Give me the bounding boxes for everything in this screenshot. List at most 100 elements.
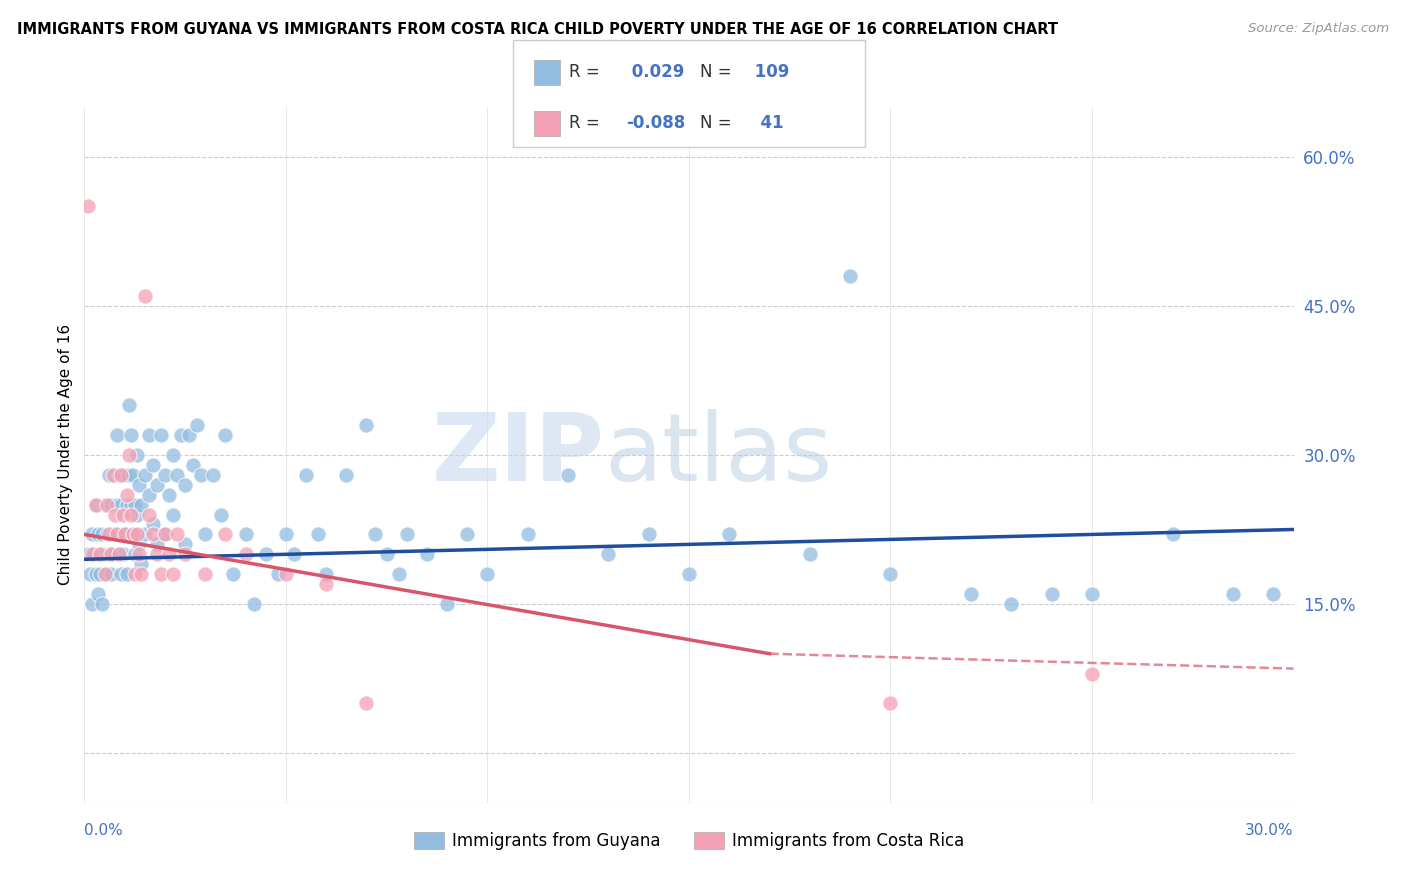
Text: 0.0%: 0.0% xyxy=(84,822,124,838)
Point xyxy=(162,567,184,582)
Point xyxy=(111,508,134,522)
Point xyxy=(194,527,217,541)
Point xyxy=(146,537,169,551)
Point xyxy=(114,527,136,541)
Point xyxy=(107,467,129,482)
Text: IMMIGRANTS FROM GUYANA VS IMMIGRANTS FROM COSTA RICA CHILD POVERTY UNDER THE AGE: IMMIGRANTS FROM GUYANA VS IMMIGRANTS FRO… xyxy=(17,22,1057,37)
Point xyxy=(879,567,901,582)
Point xyxy=(89,567,111,582)
Point xyxy=(125,527,148,541)
Point xyxy=(87,587,110,601)
Point xyxy=(242,597,264,611)
Legend: Immigrants from Guyana, Immigrants from Costa Rica: Immigrants from Guyana, Immigrants from … xyxy=(406,826,972,857)
Point xyxy=(121,527,143,541)
Point xyxy=(96,527,118,541)
Point xyxy=(111,547,134,561)
Point xyxy=(115,488,138,502)
Point xyxy=(142,458,165,472)
Point xyxy=(86,498,108,512)
Point xyxy=(222,567,245,582)
Point xyxy=(356,418,378,433)
Point xyxy=(93,547,115,561)
Point xyxy=(436,597,458,611)
Point xyxy=(718,527,741,541)
Point xyxy=(186,418,208,433)
Text: 0.029: 0.029 xyxy=(626,63,685,81)
Text: ZIP: ZIP xyxy=(432,409,605,501)
Point xyxy=(115,498,138,512)
Point xyxy=(96,567,118,582)
Point xyxy=(129,558,152,572)
Point xyxy=(110,467,132,482)
Point xyxy=(274,527,297,541)
Point xyxy=(77,199,100,213)
Point xyxy=(879,697,901,711)
Point xyxy=(388,567,411,582)
Point xyxy=(118,467,141,482)
Point xyxy=(157,488,180,502)
Point xyxy=(120,498,142,512)
Point xyxy=(82,547,104,561)
Point xyxy=(170,428,193,442)
Text: R =: R = xyxy=(569,114,600,132)
Point xyxy=(134,527,156,541)
Point xyxy=(115,567,138,582)
Point xyxy=(118,398,141,412)
Point xyxy=(138,488,160,502)
Point xyxy=(134,289,156,303)
Point xyxy=(315,577,337,591)
Point xyxy=(104,508,127,522)
Point xyxy=(162,508,184,522)
Point xyxy=(87,527,110,541)
Point xyxy=(375,547,398,561)
Point xyxy=(89,547,111,561)
Point xyxy=(202,467,225,482)
Point xyxy=(1000,597,1022,611)
Point xyxy=(477,567,499,582)
Point xyxy=(174,537,197,551)
Text: N =: N = xyxy=(700,63,731,81)
Point xyxy=(839,268,862,283)
Point xyxy=(121,527,143,541)
Point xyxy=(637,527,659,541)
Point xyxy=(162,448,184,462)
Text: Source: ZipAtlas.com: Source: ZipAtlas.com xyxy=(1249,22,1389,36)
Point xyxy=(146,477,169,491)
Point xyxy=(1161,527,1184,541)
Text: R =: R = xyxy=(569,63,600,81)
Point xyxy=(960,587,983,601)
Point xyxy=(91,597,114,611)
Point xyxy=(254,547,277,561)
Point xyxy=(105,428,128,442)
Point xyxy=(153,467,176,482)
Point xyxy=(107,547,129,561)
Point xyxy=(100,567,122,582)
Text: N =: N = xyxy=(700,114,731,132)
Point xyxy=(104,527,127,541)
Point xyxy=(77,547,100,561)
Point xyxy=(83,547,105,561)
Point xyxy=(82,597,104,611)
Point xyxy=(1081,587,1104,601)
Point xyxy=(96,498,118,512)
Point xyxy=(799,547,821,561)
Point xyxy=(110,567,132,582)
Point xyxy=(395,527,418,541)
Point xyxy=(149,567,172,582)
Point xyxy=(174,477,197,491)
Point xyxy=(101,467,124,482)
Point xyxy=(107,547,129,561)
Point xyxy=(125,448,148,462)
Point xyxy=(118,448,141,462)
Point xyxy=(416,547,439,561)
Point xyxy=(89,547,111,561)
Point xyxy=(516,527,538,541)
Text: atlas: atlas xyxy=(605,409,832,501)
Point xyxy=(557,467,579,482)
Point xyxy=(111,527,134,541)
Point xyxy=(93,567,115,582)
Point xyxy=(105,498,128,512)
Point xyxy=(153,527,176,541)
Point xyxy=(93,498,115,512)
Point xyxy=(295,467,318,482)
